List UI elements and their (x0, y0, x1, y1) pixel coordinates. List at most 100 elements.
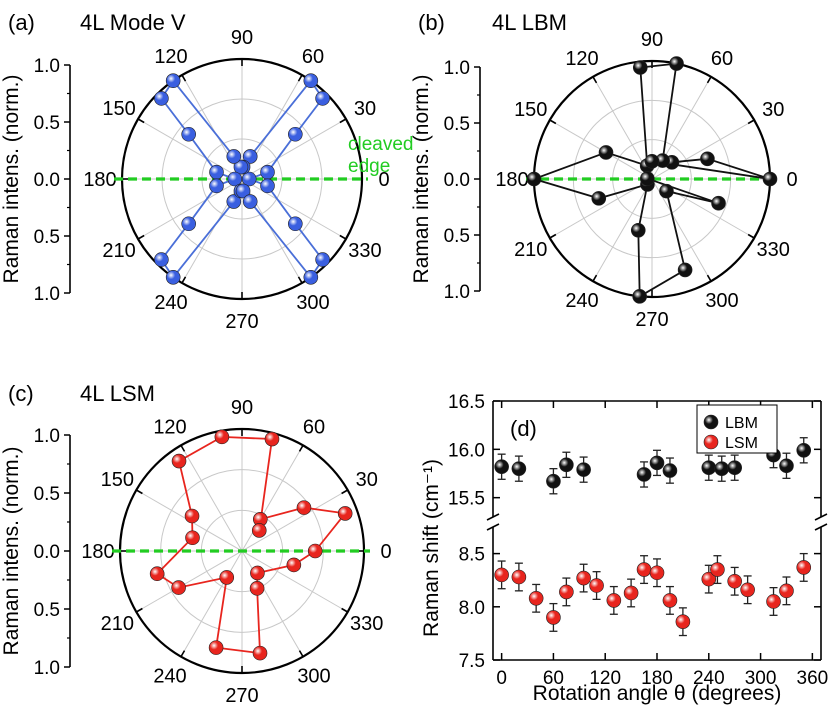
c-data-point (171, 453, 187, 469)
d-x-tick-label: 300 (745, 668, 777, 689)
a-data-point (165, 73, 181, 89)
c-radial-tick-label: 0.0 (34, 542, 60, 563)
a-data-point (154, 91, 169, 106)
a-angle-label: 240 (154, 292, 187, 314)
c-data-point (214, 429, 230, 445)
d-lbm-data-point (494, 459, 509, 475)
b-angle-label: 180 (495, 169, 528, 191)
c-angle-label: 330 (350, 613, 383, 635)
c-data-point (208, 640, 224, 655)
c-angle-label: 240 (153, 666, 186, 688)
c-angle-label: 0 (380, 541, 391, 563)
d-lbm-data-point (649, 455, 665, 471)
b-data-point (632, 289, 647, 304)
panel-a: 1.0 0.5 0.0 0.5 1.0 Raman intens. (norm.) 0 30 6… (0, 10, 414, 333)
b-angle-tick (706, 76, 712, 84)
a-data-point (315, 91, 330, 106)
a-data-point (260, 164, 275, 180)
c-angle-label: 120 (153, 416, 186, 438)
b-data-point (669, 56, 684, 71)
a-angle-tick (297, 74, 303, 82)
c-angle-tick (298, 444, 304, 452)
a-data-point (288, 126, 303, 142)
a-data-point (288, 216, 303, 232)
b-radial-tick-label: 1.0 (444, 58, 470, 79)
c-angle-tick (180, 444, 186, 452)
panel-d: 15.5 16.0 16.5 7.5 8.0 8.5 0 60 120 180 240 300 360 R… (420, 392, 828, 705)
b-angle-label: 30 (762, 99, 784, 121)
d-lbm-data-point (636, 467, 652, 482)
a-data-point (242, 194, 258, 209)
d-lsm-data-point (710, 562, 725, 577)
c-data-point (252, 645, 268, 661)
b-radial-tick-label: 1.0 (444, 282, 470, 303)
d-x-axis-label: Rotation angle θ (degrees) (533, 682, 782, 705)
b-angle-label: 150 (514, 99, 547, 121)
b-data-point (630, 222, 646, 238)
b-data-point (526, 171, 542, 187)
d-lsm-data-point (701, 571, 717, 587)
a-data-point (303, 269, 319, 285)
d-axis-break-mark (486, 523, 500, 531)
b-data-point (644, 154, 660, 169)
b-angle-label: 0 (786, 169, 797, 191)
b-radial-tick-label: 0.5 (444, 114, 470, 135)
b-angle-label: 240 (565, 290, 598, 312)
a-data-point (260, 178, 275, 194)
d-x-tick-label: 360 (797, 668, 829, 689)
c-angle-tick (298, 650, 304, 658)
a-radial-axis-label: Raman intens. (norm.) (0, 75, 23, 284)
a-radial-tick-label: 1.0 (34, 284, 60, 305)
a-angle-tick (137, 234, 145, 240)
d-lbm-data-point (546, 473, 561, 489)
d-legend-marker (703, 434, 719, 450)
b-angle-label: 330 (757, 239, 790, 261)
d-y-tick-label: 16.5 (448, 392, 485, 413)
d-lsm-data-point (511, 569, 527, 585)
b-angle-tick (549, 233, 557, 239)
a-angle-tick (181, 276, 187, 284)
a-radial-tick-label: 0.5 (34, 113, 60, 134)
d-lsm-data-point (766, 594, 781, 609)
d-lbm-data-point (511, 461, 527, 476)
d-lsm-data-point (636, 562, 652, 577)
d-x-tick-label: 240 (693, 668, 725, 689)
c-angle-tick (341, 489, 349, 495)
c-data-point (307, 543, 323, 559)
a-angle-label: 180 (83, 169, 116, 191)
a-angle-tick (339, 234, 347, 240)
a-angle-label: 60 (302, 46, 324, 68)
a-data-point (165, 269, 181, 285)
b-data-point (639, 171, 655, 186)
a-data-point (303, 73, 319, 89)
b-data-point (677, 262, 693, 278)
c-data-point (185, 530, 200, 546)
d-axis-break-mark (814, 523, 828, 531)
d-lbm-data-point (576, 462, 591, 477)
d-lbm-data-point (714, 461, 730, 476)
b-angle-label: 120 (565, 48, 598, 70)
c-angle-label: 300 (297, 666, 330, 688)
c-radial-tick-label: 1.0 (34, 658, 60, 679)
d-lsm-data-point (727, 573, 742, 589)
c-angle-tick (135, 607, 143, 613)
d-lsm-data-point (528, 590, 544, 606)
a-radial-tick-label: 0.5 (34, 227, 60, 248)
c-angle-label: 30 (356, 469, 378, 491)
a-radial-tick-label: 1.0 (34, 56, 60, 77)
d-lsm-data-point (494, 567, 509, 583)
b-data-point (591, 191, 607, 206)
b-data-point (762, 171, 778, 187)
panel-b: 1.0 0.5 0.0 0.5 1.0 Raman intens. (norm.) 0 30 6… (410, 10, 798, 331)
c-radial-tick-label: 1.0 (34, 426, 60, 447)
b-radial-axis-label: Raman intens. (norm.) (410, 75, 433, 284)
b-angle-label: 60 (711, 48, 733, 70)
a-angle-label: 150 (102, 98, 135, 120)
c-data-point (219, 570, 235, 585)
c-data-point (286, 557, 302, 573)
a-data-point (181, 126, 196, 142)
a-data-point (154, 252, 169, 267)
a-angle-label: 90 (231, 27, 253, 49)
b-data-point (711, 195, 726, 211)
a-angle-tick (339, 118, 347, 124)
